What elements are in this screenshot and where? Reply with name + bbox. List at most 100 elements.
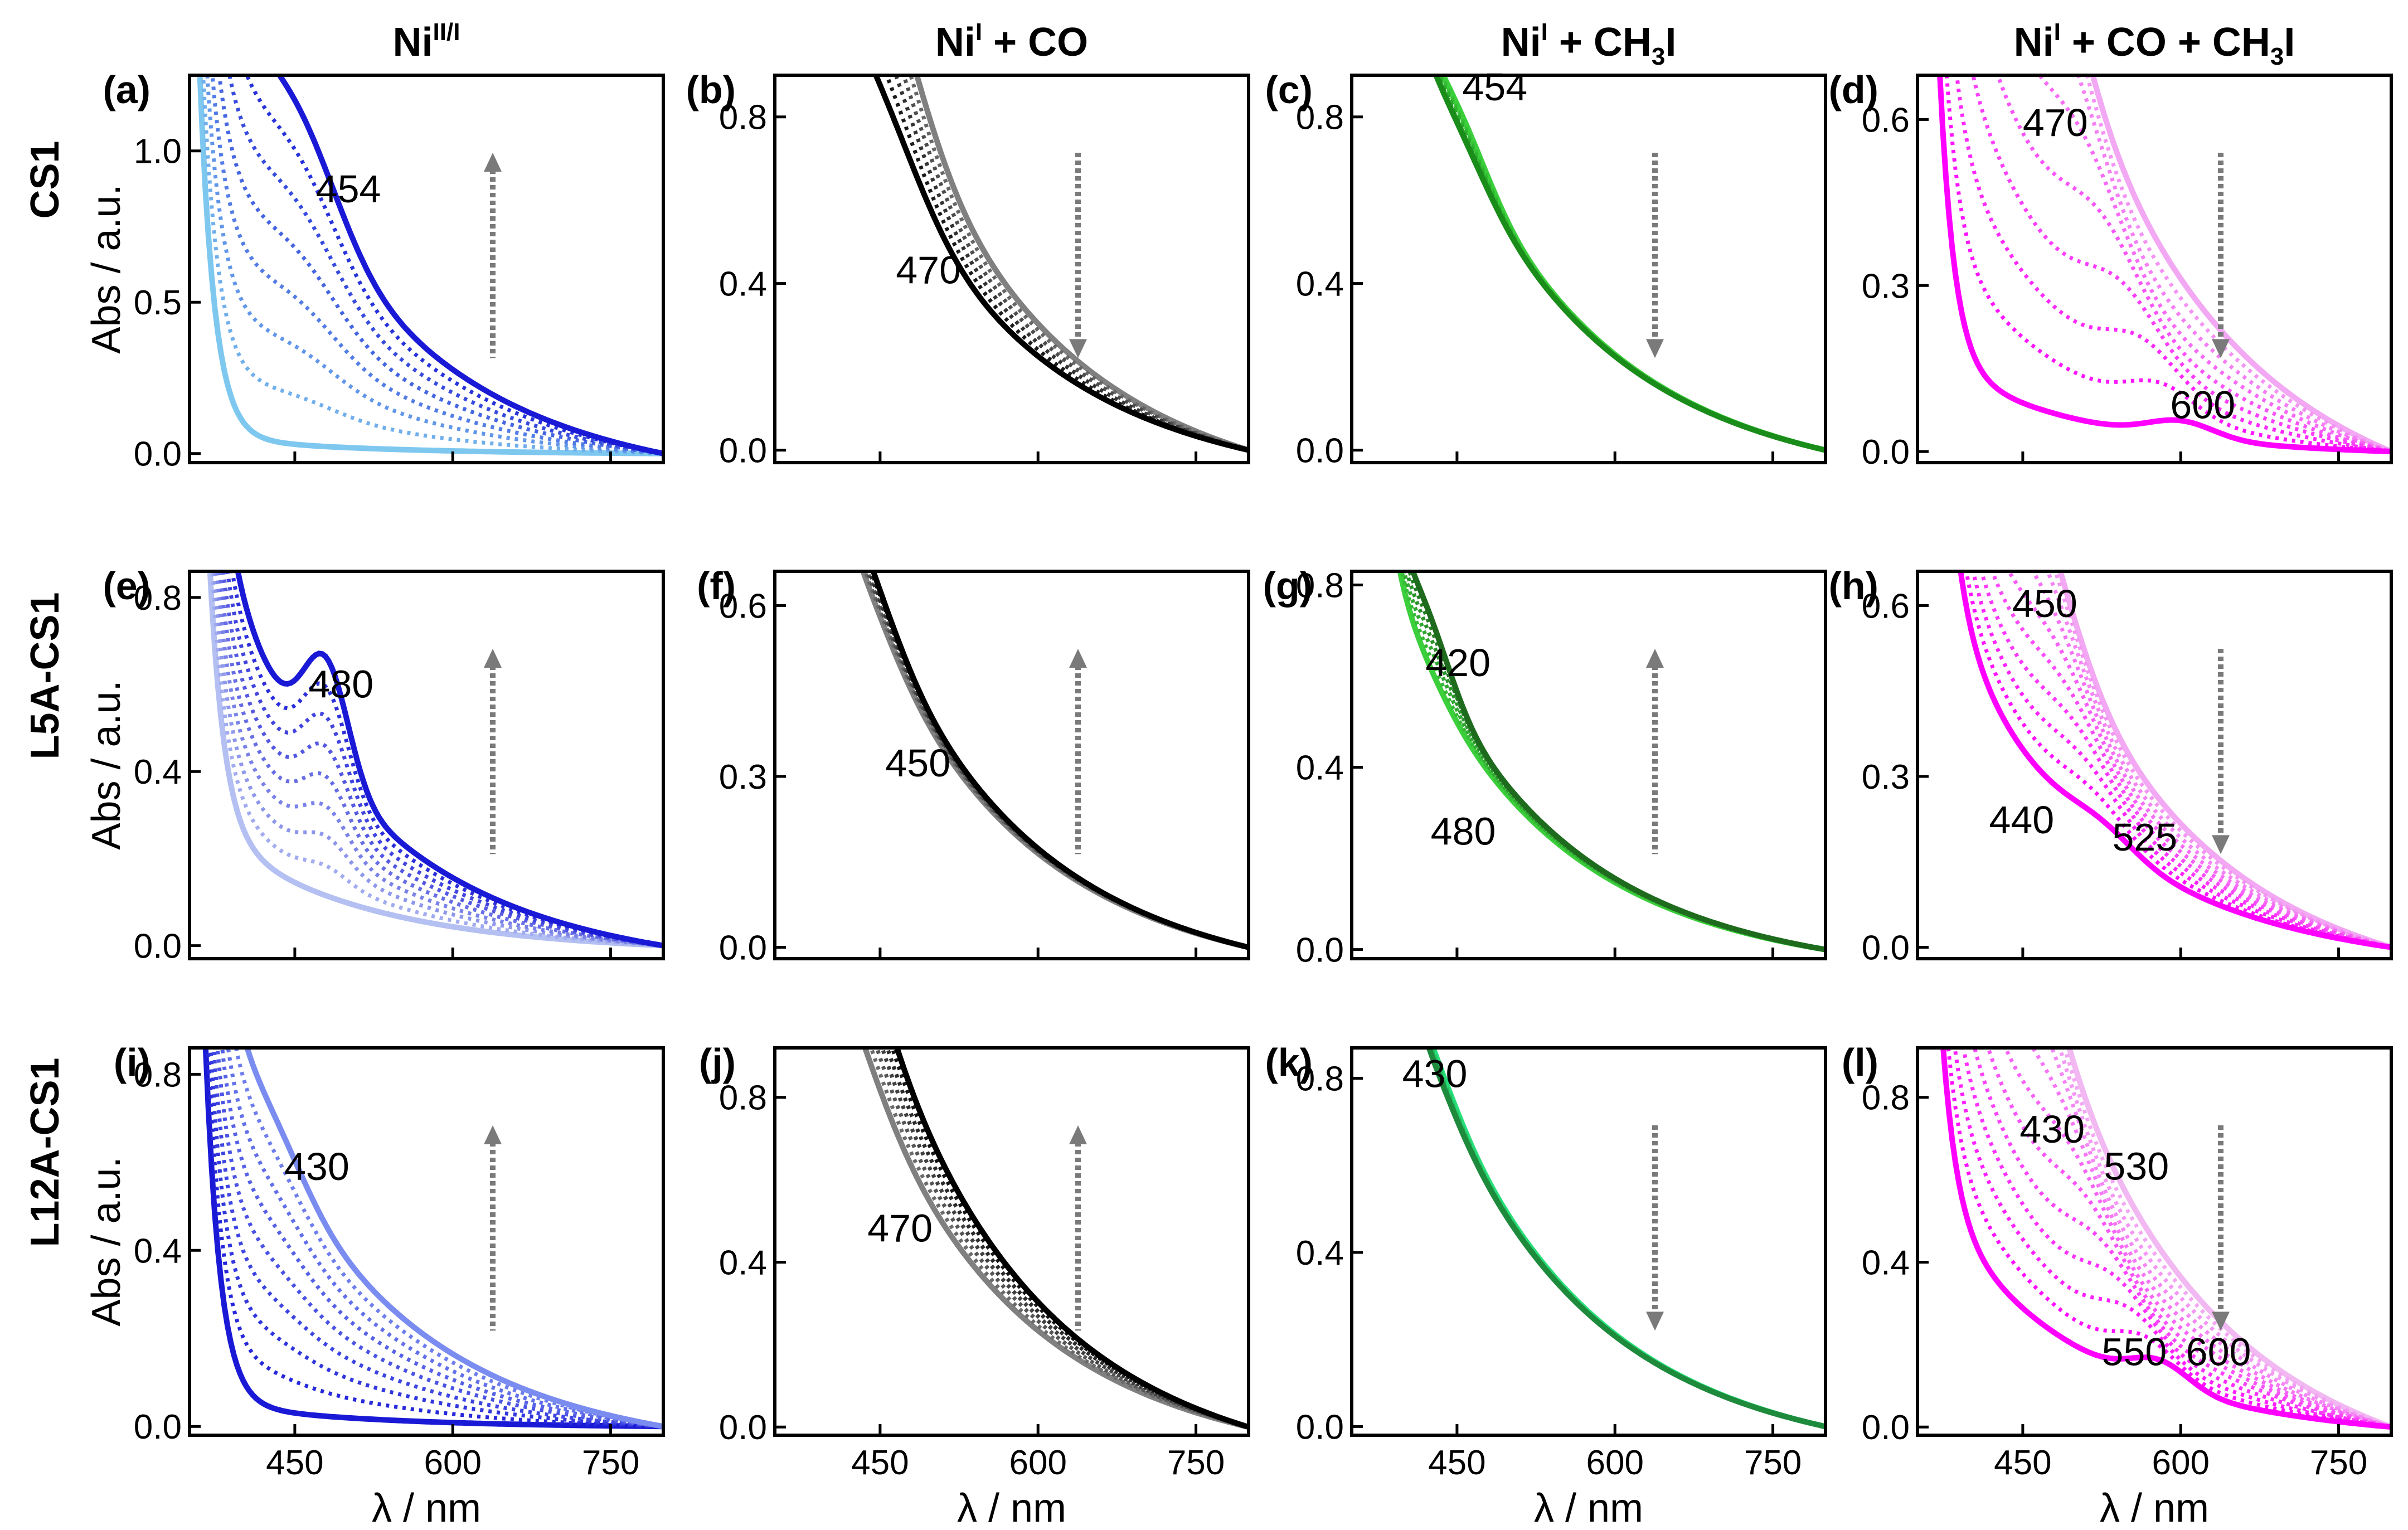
spectrum-curve-10 [1953, 1048, 2391, 1429]
peak-annotation: 430 [2019, 1108, 2085, 1151]
spectrum-curve-8 [1972, 1048, 2391, 1429]
spectrum-curve-3 [212, 571, 663, 948]
series-group [1426, 1048, 1826, 1430]
spectrum-curve-7 [894, 1048, 1249, 1430]
spectrum-curve-2 [2062, 1048, 2391, 1429]
chart-panel-f: 0.0 0.3 0.6(f) 450 [697, 564, 1250, 968]
peak-annotation: 600 [2170, 383, 2235, 427]
y-tick-label: 0.0 [719, 432, 767, 470]
spectrum-curve-9 [235, 571, 663, 949]
spectrum-curve-2 [206, 1048, 663, 1429]
spectrum-curve-2 [1400, 571, 1826, 952]
y-tick-label: 0.8 [1296, 1060, 1344, 1099]
plot-frame [1350, 74, 1827, 464]
chart-panel-i: 0.0 0.4 0.8 450 600 750 λ / nm (i) 430 [114, 1041, 665, 1530]
spectrum-curve-7 [225, 571, 663, 948]
spectrum-curve-9 [1937, 75, 2391, 455]
series-group [872, 75, 1249, 453]
peak-annotation: 470 [896, 249, 961, 292]
chart-panel-j: 0.0 0.4 0.8 450 600 750 λ / nm (j) 470 [699, 1041, 1250, 1530]
x-axis-title: λ / nm [372, 1486, 481, 1530]
x-axis-title: λ / nm [1534, 1486, 1643, 1530]
spectrum-curve-5 [2007, 571, 2391, 949]
column-header-2: NiI + CO [935, 18, 1088, 65]
spectrum-curve-10 [1958, 571, 2391, 950]
spectrum-curve-6 [870, 571, 1249, 950]
spectrum-curve-7 [1954, 75, 2391, 454]
spectrum-curve-4 [1428, 1048, 1826, 1429]
spectrum-curve-4 [2050, 1048, 2391, 1429]
y-tick-label: 0.8 [1862, 1079, 1910, 1118]
spectrum-curve-1 [207, 571, 663, 949]
x-tick-label: 600 [1586, 1444, 1643, 1482]
y-tick-label: 0.0 [719, 929, 767, 968]
y-tick-label: 0.8 [1296, 99, 1344, 137]
y-tick-label: 0.0 [1862, 929, 1910, 968]
chart-panel-h: 0.0 0.3 0.6(h) 450 440 525 [1829, 564, 2393, 968]
row-label-3: L12A-CS1 [23, 1057, 67, 1247]
spectrum-curve-1 [2057, 571, 2391, 950]
x-tick-label: 600 [424, 1444, 481, 1482]
spectrum-curve-6 [1971, 75, 2391, 454]
spectrum-curve-11 [1946, 1048, 2391, 1429]
series-group [860, 571, 1249, 950]
y-tick-label: 0.4 [134, 753, 182, 791]
peak-annotation: 600 [2186, 1330, 2251, 1373]
trend-arrow-head [2212, 835, 2230, 854]
spectrum-curve-4 [215, 571, 663, 948]
spectrum-curve-3 [1438, 75, 1826, 452]
y-tick-label: 0.4 [1296, 1234, 1344, 1272]
y-tick-label: 0.0 [1296, 432, 1344, 470]
plot-frame [1916, 570, 2393, 960]
spectrum-curve-6 [2003, 1048, 2391, 1429]
series-group [862, 1048, 1249, 1430]
y-tick-label: 0.8 [1296, 567, 1344, 605]
column-headers: NiII/I NiI + CO NiI + CH3I NiI + CO + CH3I [393, 18, 2295, 70]
spectrum-curve-5 [1407, 571, 1826, 952]
panel-label: (j) [699, 1041, 736, 1084]
chart-panel-d: 0.0 0.3 0.6(d) 470 600 [1829, 68, 2393, 472]
spectrum-curve-8 [234, 1048, 663, 1429]
spectrum-curve-5 [218, 571, 663, 948]
plot-frame [188, 74, 665, 464]
column-header-1: NiII/I [393, 18, 460, 65]
spectrum-curve-2 [2085, 75, 2391, 454]
series-group [207, 571, 663, 949]
y-tick-label: 0.3 [1862, 758, 1910, 796]
peak-annotation: 530 [2104, 1145, 2169, 1188]
panel-label: (l) [1842, 1041, 1878, 1084]
x-tick-label: 600 [2152, 1444, 2209, 1482]
series-group [1958, 571, 2391, 950]
plot-frame [773, 1046, 1250, 1437]
spectrum-curve-3 [205, 75, 663, 456]
plot-frame [773, 74, 1250, 464]
spectrum-curve-7 [1979, 571, 2391, 950]
spectrum-curve-1 [2066, 1048, 2391, 1430]
spectrum-curve-2 [201, 75, 663, 456]
spectrum-curve-2 [863, 571, 1249, 949]
peak-annotation: 450 [885, 741, 950, 785]
trend-arrow-head [1646, 649, 1664, 668]
peak-annotation: 430 [1402, 1052, 1468, 1095]
spectrum-curve-8 [1971, 571, 2391, 950]
spectrum-curve-2 [909, 75, 1249, 452]
spectrum-curve-1 [1430, 1048, 1826, 1430]
peak-annotation: 440 [1989, 798, 2054, 842]
spectrum-curve-2 [1439, 75, 1826, 452]
trend-arrow-head [484, 649, 502, 668]
y-tick-label: 0.4 [1296, 265, 1344, 304]
row-headers: CS1 Abs / a.u. L5A-CS1 Abs / a.u. L12A-CS1 Ab… [23, 140, 129, 1326]
y-tick-label: 0.4 [134, 1232, 182, 1270]
peak-annotation: 480 [308, 662, 373, 706]
spectrum-curve-9 [244, 1048, 663, 1430]
series-group [202, 1048, 663, 1430]
row-label-1: CS1 [23, 140, 67, 218]
chart-panel-a: 0.0 0.5 1.0 (a) 454 [103, 68, 665, 474]
spectrum-curve-4 [212, 1048, 663, 1429]
spectrum-curve-2 [1430, 1048, 1826, 1429]
y-tick-label: 0.4 [719, 265, 767, 304]
spectrum-curve-3 [901, 75, 1249, 452]
peak-annotation: 470 [2023, 101, 2088, 144]
spectrum-curve-6 [1410, 571, 1826, 953]
y-tick-label: 0.4 [1862, 1244, 1910, 1282]
